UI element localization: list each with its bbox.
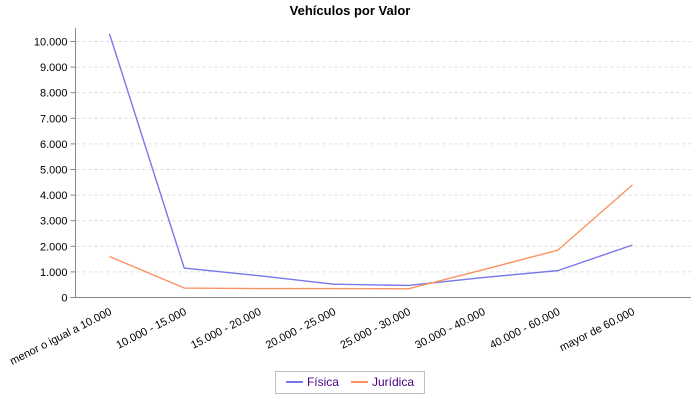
y-tick-label: 6.000: [40, 139, 68, 151]
x-tick-label: 20.000 - 25.000: [264, 306, 338, 352]
legend-line-swatch: [285, 381, 303, 383]
legend-line-swatch: [350, 381, 368, 383]
legend-item-1: Jurídica: [350, 375, 415, 389]
y-tick-label: 0: [61, 293, 67, 305]
legend: Física Jurídica: [274, 371, 426, 394]
x-tick-label: 40.000 - 60.000: [488, 306, 562, 352]
y-tick-label: 1.000: [40, 267, 68, 279]
y-tick-label: 8.000: [40, 88, 68, 100]
series-line-0: [108, 33, 633, 287]
legend-item-0: Física: [285, 375, 339, 389]
x-tick-label: 25.000 - 30.000: [339, 306, 413, 352]
x-tick-label: 15.000 - 20.000: [189, 306, 263, 352]
legend-label: Jurídica: [371, 375, 415, 389]
series-line-1: [109, 184, 633, 290]
legend-label: Física: [306, 375, 339, 389]
chart-title: Vehículos por Valor: [289, 3, 411, 18]
y-tick-label: 9.000: [40, 62, 68, 74]
x-tick-label: menor o igual a 10.000: [8, 306, 114, 368]
y-tick-label: 4.000: [40, 190, 68, 202]
y-tick-label: 10.000: [34, 37, 68, 49]
y-tick-label: 3.000: [40, 216, 68, 228]
y-tick-label: 2.000: [40, 241, 68, 253]
x-tick-label: 30.000 - 40.000: [413, 306, 487, 352]
x-tick-label: mayor de 60.000: [558, 306, 637, 354]
y-tick-label: 5.000: [40, 165, 68, 177]
x-tick-label: 10.000 - 15.000: [114, 306, 188, 352]
y-tick-label: 7.000: [40, 113, 68, 125]
